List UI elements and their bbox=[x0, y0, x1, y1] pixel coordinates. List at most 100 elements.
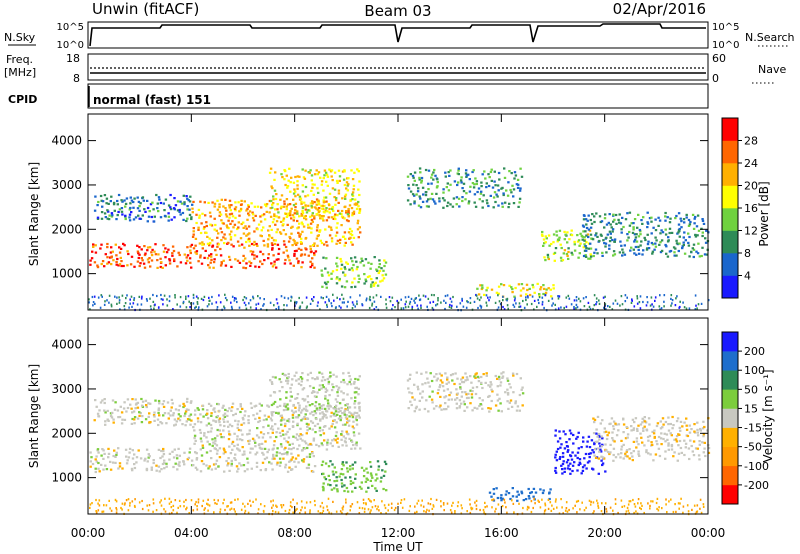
heatmap-cell bbox=[376, 284, 380, 287]
heatmap-cell bbox=[133, 298, 135, 302]
heatmap-cell bbox=[224, 198, 227, 201]
heatmap-cell bbox=[425, 399, 428, 402]
heatmap-cell bbox=[587, 301, 590, 304]
heatmap-cell bbox=[275, 431, 278, 434]
heatmap-cell bbox=[626, 233, 629, 236]
heatmap-cell bbox=[702, 435, 705, 438]
heatmap-cell bbox=[203, 434, 206, 437]
heatmap-cell bbox=[277, 305, 280, 308]
heatmap-cell bbox=[230, 501, 233, 504]
heatmap-cell bbox=[589, 218, 592, 222]
heatmap-cell bbox=[435, 379, 438, 382]
heatmap-cell bbox=[313, 465, 317, 468]
heatmap-cell bbox=[370, 509, 372, 512]
heatmap-cell bbox=[199, 437, 203, 440]
heatmap-cell bbox=[541, 303, 544, 306]
x-tick-label: 12:00 bbox=[381, 526, 416, 540]
heatmap-cell bbox=[481, 386, 484, 390]
heatmap-cell bbox=[124, 302, 127, 305]
heatmap-cell bbox=[465, 306, 468, 309]
heatmap-cell bbox=[639, 423, 643, 426]
heatmap-cell bbox=[198, 216, 201, 219]
heatmap-cell bbox=[347, 231, 351, 234]
heatmap-cell bbox=[279, 414, 283, 418]
heatmap-cell bbox=[212, 266, 215, 269]
heatmap-cell bbox=[451, 205, 455, 208]
heatmap-cell bbox=[329, 484, 332, 487]
heatmap-cell bbox=[531, 283, 534, 287]
heatmap-cell bbox=[512, 374, 515, 377]
heatmap-cell bbox=[544, 502, 546, 505]
colorbar-frame bbox=[721, 331, 739, 505]
heatmap-cell bbox=[349, 378, 352, 381]
heatmap-cell bbox=[96, 412, 100, 415]
heatmap-cell bbox=[440, 505, 442, 508]
heatmap-cell bbox=[270, 228, 273, 231]
heatmap-cell bbox=[442, 188, 445, 191]
heatmap-cell bbox=[333, 487, 336, 490]
velocity-colorbar-label: Velocity [m s⁻¹] bbox=[761, 369, 775, 462]
heatmap-cell bbox=[485, 301, 488, 304]
heatmap-cell bbox=[270, 403, 274, 407]
heatmap-cell bbox=[358, 409, 361, 412]
heatmap-cell bbox=[564, 233, 567, 236]
heatmap-cell bbox=[592, 254, 595, 258]
heatmap-cell bbox=[408, 509, 411, 512]
heatmap-cell bbox=[547, 234, 551, 237]
heatmap-cell bbox=[484, 381, 487, 384]
heatmap-cell bbox=[123, 503, 126, 506]
heatmap-cell bbox=[277, 307, 280, 310]
heatmap-cell bbox=[270, 462, 273, 465]
heatmap-cell bbox=[286, 419, 289, 422]
heatmap-cell bbox=[284, 463, 288, 466]
heatmap-cell bbox=[111, 214, 114, 217]
heatmap-cell bbox=[587, 435, 591, 438]
heatmap-cell bbox=[572, 442, 575, 445]
heatmap-cell bbox=[321, 460, 325, 463]
heatmap-cell bbox=[276, 505, 278, 508]
heatmap-cell bbox=[258, 416, 261, 419]
heatmap-cell bbox=[297, 454, 300, 457]
heatmap-cell bbox=[612, 425, 615, 428]
heatmap-cell bbox=[223, 498, 225, 501]
heatmap-cell bbox=[97, 461, 100, 465]
heatmap-cell bbox=[336, 413, 339, 416]
heatmap-cell bbox=[256, 228, 259, 231]
heatmap-cell bbox=[593, 304, 596, 307]
heatmap-cell bbox=[544, 504, 547, 507]
heatmap-cell bbox=[284, 452, 288, 455]
heatmap-cell bbox=[633, 240, 636, 243]
heatmap-cell bbox=[312, 386, 315, 389]
heatmap-cell bbox=[343, 205, 346, 209]
heatmap-cell bbox=[435, 192, 438, 195]
heatmap-cell bbox=[540, 233, 544, 236]
heatmap-cell bbox=[323, 200, 326, 203]
heatmap-cell bbox=[321, 485, 325, 488]
heatmap-cell bbox=[377, 505, 379, 508]
heatmap-cell bbox=[587, 452, 591, 456]
heatmap-cell bbox=[328, 204, 331, 207]
heatmap-cell bbox=[317, 445, 321, 448]
heatmap-cell bbox=[344, 437, 347, 440]
heatmap-cell bbox=[573, 249, 577, 252]
heatmap-cell bbox=[140, 297, 143, 300]
heatmap-cell bbox=[548, 491, 551, 494]
heatmap-cell bbox=[616, 302, 619, 305]
heatmap-cell bbox=[520, 492, 524, 495]
heatmap-cell bbox=[349, 412, 353, 415]
heatmap-cell bbox=[387, 509, 389, 512]
heatmap-cell bbox=[296, 422, 299, 425]
heatmap-cell bbox=[656, 507, 658, 510]
heatmap-cell bbox=[280, 419, 283, 422]
heatmap-cell bbox=[150, 215, 153, 219]
heatmap-cell bbox=[138, 246, 141, 249]
heatmap-cell bbox=[296, 180, 299, 183]
heatmap-cell bbox=[183, 505, 185, 508]
heatmap-cell bbox=[552, 507, 555, 510]
heatmap-cell bbox=[617, 423, 621, 426]
heatmap-cell bbox=[554, 453, 557, 456]
heatmap-cell bbox=[341, 430, 344, 433]
heatmap-cell bbox=[116, 296, 118, 299]
heatmap-cell bbox=[278, 231, 282, 234]
heatmap-cell bbox=[217, 243, 220, 246]
